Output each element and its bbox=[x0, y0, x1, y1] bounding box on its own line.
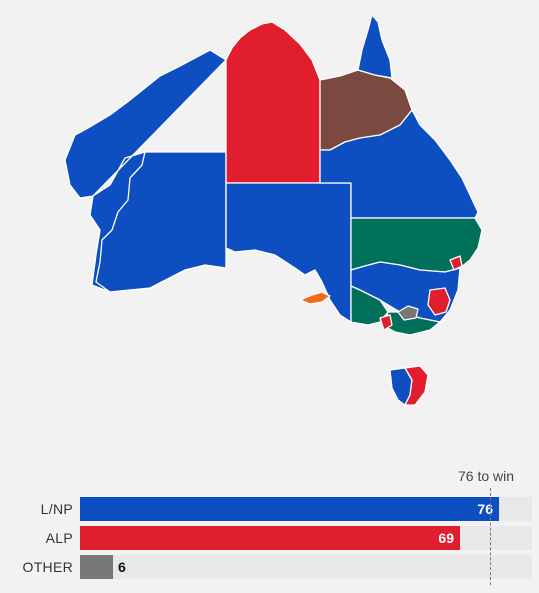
region-nsw-north-coast-alp[interactable] bbox=[449, 255, 463, 271]
region-queensland-cape[interactable] bbox=[357, 14, 393, 79]
seat-count: 6 bbox=[118, 559, 126, 575]
seat-bar: 76 bbox=[80, 497, 499, 521]
region-western-australia-south[interactable] bbox=[95, 151, 227, 293]
region-south-australia[interactable] bbox=[225, 182, 352, 323]
bar-track: 76 bbox=[80, 497, 532, 521]
party-label: L/NP bbox=[40, 501, 73, 517]
seat-bar: 69 bbox=[80, 526, 460, 550]
result-row-lnp: L/NP 76 bbox=[0, 497, 539, 521]
bar-track: 6 bbox=[80, 555, 532, 579]
seat-bar bbox=[80, 555, 113, 579]
seat-count: 76 bbox=[477, 501, 493, 517]
win-threshold-label: 76 to win bbox=[458, 468, 515, 484]
win-threshold-line bbox=[490, 488, 491, 585]
party-label: ALP bbox=[45, 530, 73, 546]
result-row-alp: ALP 69 bbox=[0, 526, 539, 550]
bar-track: 69 bbox=[80, 526, 532, 550]
party-label: OTHER bbox=[22, 559, 73, 575]
result-row-other: OTHER 6 bbox=[0, 555, 539, 579]
region-nsw-coast-alp[interactable] bbox=[427, 287, 451, 316]
region-melbourne-alp[interactable] bbox=[379, 314, 393, 331]
region-tasmania-east[interactable] bbox=[404, 365, 429, 406]
australia-map bbox=[64, 14, 483, 406]
region-adelaide-other[interactable] bbox=[299, 291, 331, 305]
seat-count: 69 bbox=[438, 530, 454, 546]
region-act-other[interactable] bbox=[397, 305, 419, 321]
